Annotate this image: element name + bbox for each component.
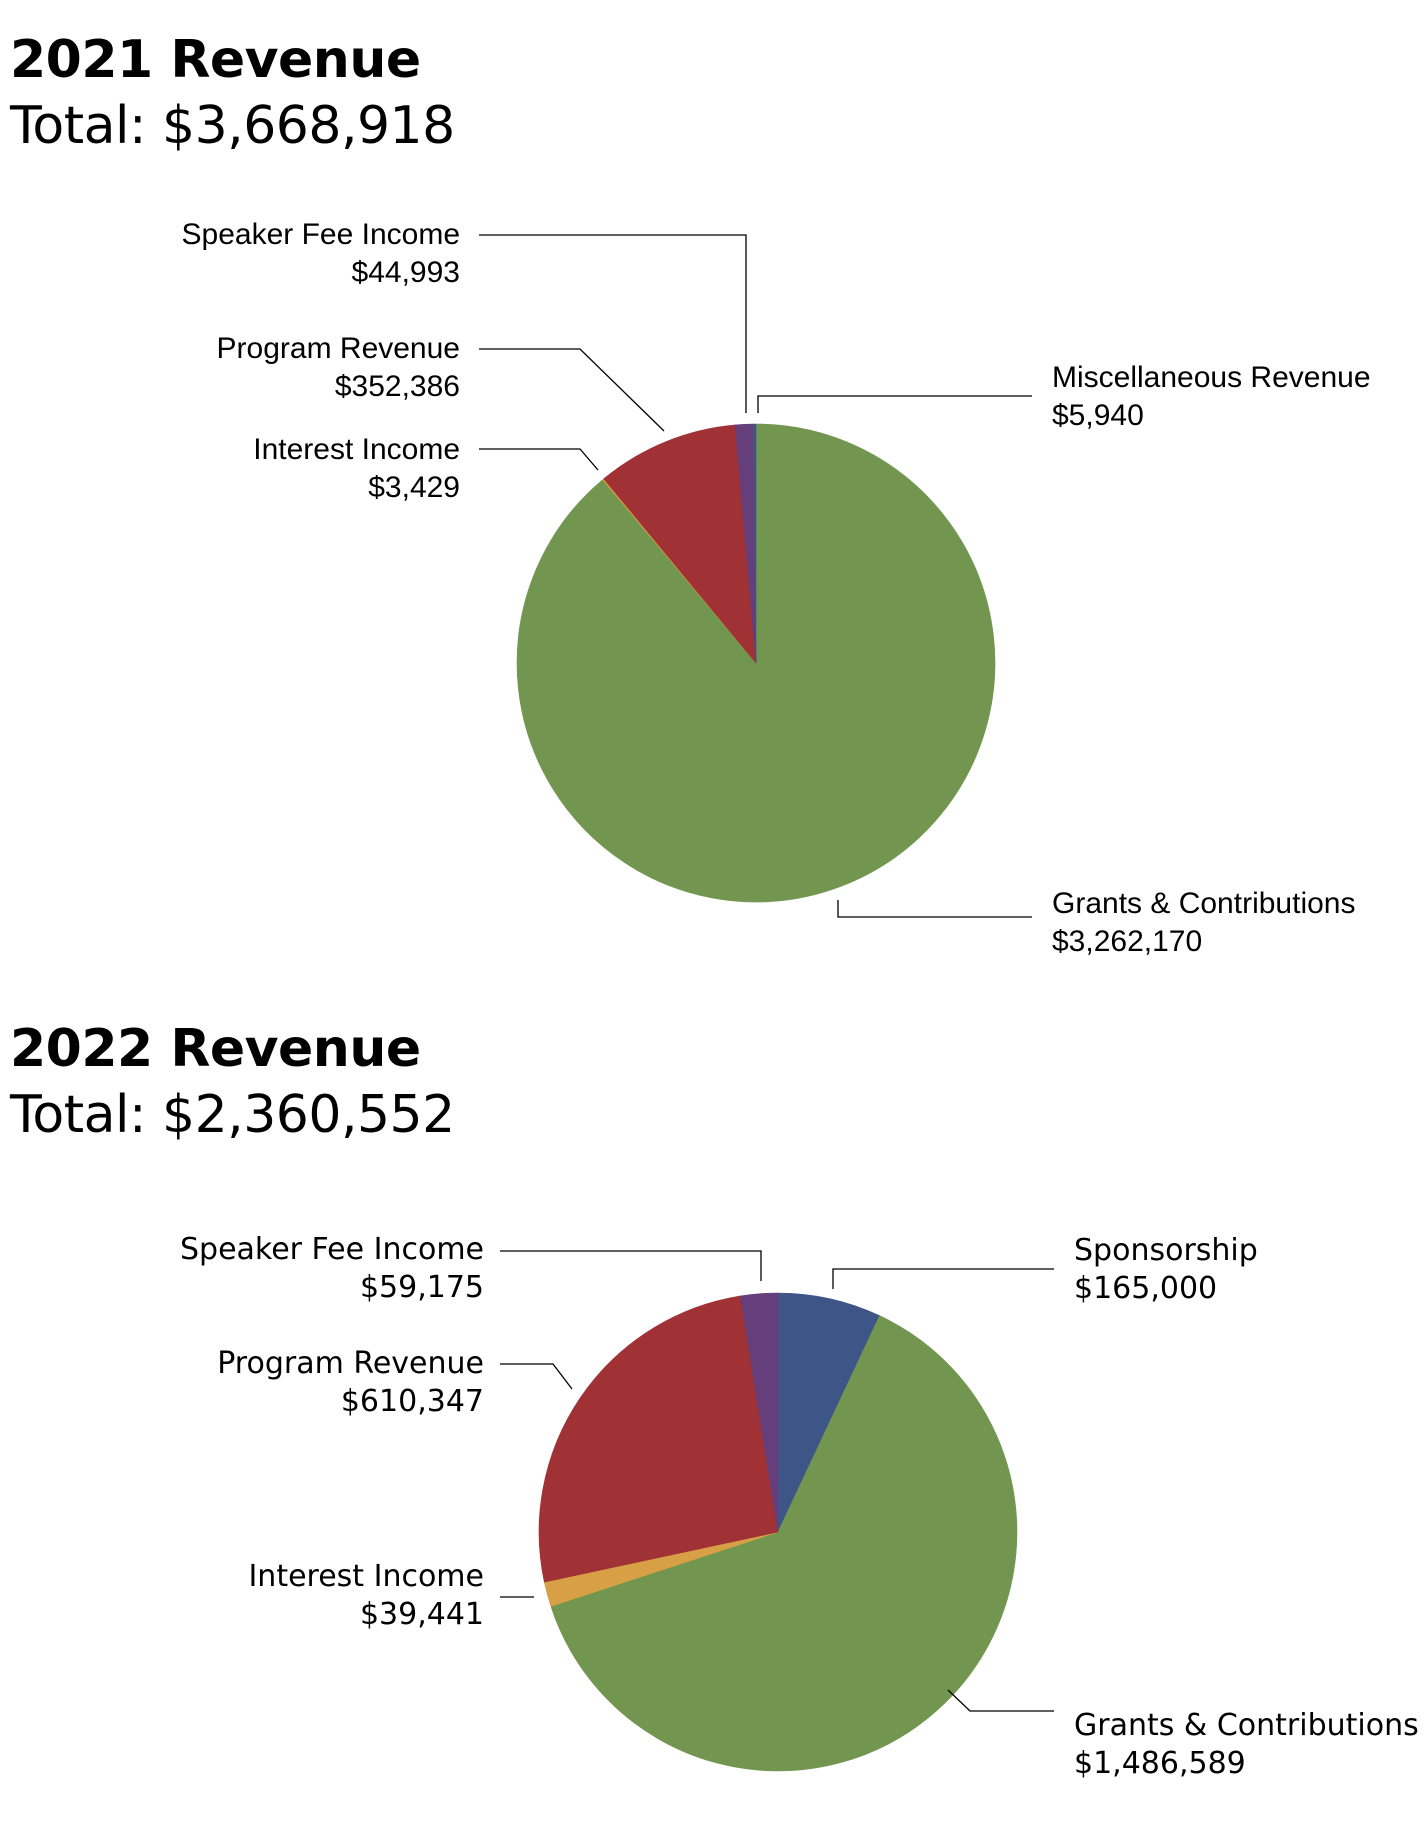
chart-total-2022: Total: $2,360,552 — [10, 1085, 455, 1145]
pie-chart-2022: Sponsorship$165,000 Grants & Contribution… — [180, 1232, 1419, 1781]
slice-label-program-revenue: Program Revenue — [217, 332, 460, 365]
slice-value-interest-income: $39,441 — [360, 1597, 484, 1632]
pie-slice-grants-and-contributions — [550, 1315, 1018, 1772]
pie-slice-program-revenue — [538, 1295, 779, 1583]
slice-label-interest-income: Interest Income — [248, 1559, 484, 1594]
slice-value-speaker-fee-income: $59,175 — [360, 1270, 484, 1305]
chart-title-2021: 2021 Revenue — [10, 30, 421, 90]
pie-slice-program-revenue — [603, 424, 757, 664]
slice-value-speaker-fee-income: $44,993 — [352, 256, 460, 289]
slice-value-grants-and-contributions: $3,262,170 — [1052, 925, 1202, 958]
leader-line-speaker-fee-income — [500, 1250, 762, 1281]
slice-label-sponsorship: Sponsorship — [1074, 1233, 1258, 1268]
chart-title-2022: 2022 Revenue — [10, 1019, 421, 1079]
slice-label-grants-and-contributions: Grants & Contributions — [1074, 1708, 1419, 1743]
leader-line-interest-income — [479, 448, 599, 471]
leader-line-speaker-fee-income — [479, 234, 747, 413]
leader-line-grants-and-contributions — [837, 900, 1032, 918]
chart-total-2021: Total: $3,668,918 — [10, 96, 455, 156]
slice-value-program-revenue: $610,347 — [341, 1384, 484, 1419]
pie-chart-2021: Grants & Contributions $3,262,170 Interest… — [182, 218, 1371, 958]
leader-line-miscellaneous-revenue — [757, 395, 1032, 413]
pie-slice-sponsorship — [777, 1292, 881, 1533]
slice-value-interest-income: $3,429 — [368, 471, 460, 504]
slice-label-speaker-fee-income: Speaker Fee Income — [182, 218, 460, 251]
leader-line-sponsorship — [832, 1268, 1054, 1289]
slice-label-miscellaneous-revenue: Miscellaneous Revenue — [1052, 361, 1371, 394]
slice-label-interest-income: Interest Income — [253, 433, 460, 466]
slice-label-program-revenue: Program Revenue — [217, 1346, 484, 1381]
slice-label-grants-and-contributions: Grants & Contributions — [1052, 887, 1355, 920]
leader-line-program-revenue — [500, 1363, 573, 1390]
leader-line-grants-and-contributions — [947, 1689, 1054, 1712]
slice-value-program-revenue: $352,386 — [335, 370, 460, 403]
slice-value-grants-and-contributions: $1,486,589 — [1074, 1746, 1246, 1781]
leader-line-program-revenue — [479, 348, 665, 432]
slice-value-miscellaneous-revenue: $5,940 — [1052, 399, 1144, 432]
pie-slice-speaker-fee-income — [740, 1292, 779, 1533]
pie-slice-miscellaneous-revenue — [753, 423, 757, 664]
slice-label-speaker-fee-income: Speaker Fee Income — [180, 1232, 484, 1267]
slice-value-sponsorship: $165,000 — [1074, 1271, 1217, 1306]
